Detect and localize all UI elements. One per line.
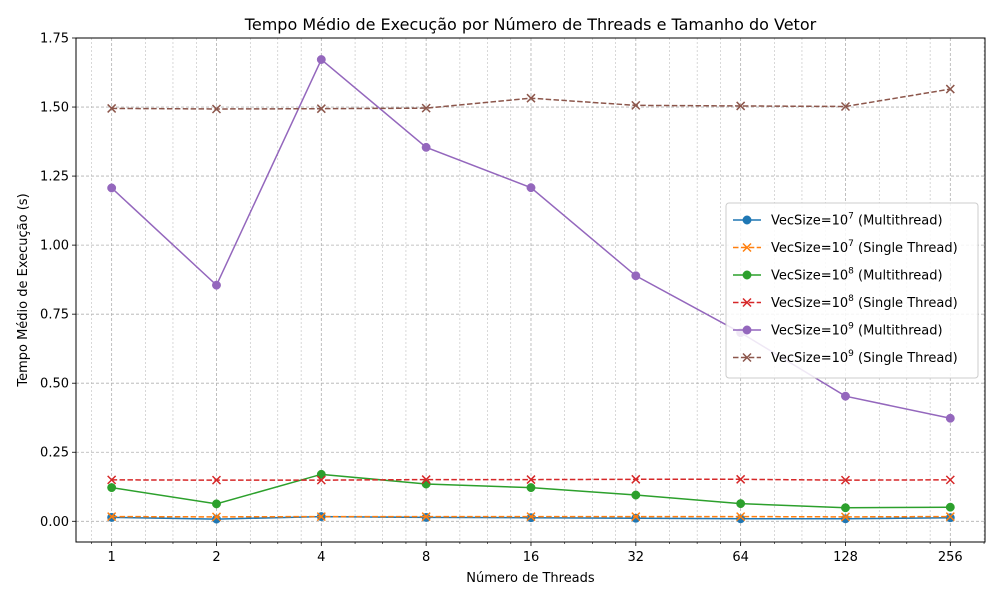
y-tick-label: 1.75 <box>40 32 69 47</box>
y-axis-label: Tempo Médio de Execução (s) <box>16 193 31 387</box>
legend-swatch-marker <box>743 271 751 279</box>
legend-label: VecSize=107 (Single Thread) <box>771 239 958 256</box>
y-tick-label: 1.00 <box>40 239 69 254</box>
series-4 <box>108 475 955 484</box>
data-point <box>317 55 325 63</box>
x-tick-label: 2 <box>212 550 220 565</box>
x-tick-label: 256 <box>938 550 963 565</box>
data-point <box>841 504 849 512</box>
y-tick-label: 0.75 <box>40 308 69 323</box>
data-point <box>527 513 535 521</box>
chart-title: Tempo Médio de Execução por Número de Th… <box>244 15 817 34</box>
data-point <box>107 184 115 192</box>
x-tick-label: 1 <box>108 550 116 565</box>
data-point <box>212 500 220 508</box>
data-point <box>946 476 954 484</box>
x-tick-label: 4 <box>317 550 325 565</box>
x-axis-label: Número de Threads <box>466 571 595 586</box>
x-tick-label: 16 <box>523 550 540 565</box>
legend: VecSize=107 (Multithread) VecSize=107 (Si… <box>726 203 978 378</box>
data-point <box>422 480 430 488</box>
data-point <box>632 491 640 499</box>
data-point <box>632 475 640 483</box>
legend-swatch-marker <box>743 326 751 334</box>
x-tick-label: 8 <box>422 550 430 565</box>
data-point <box>946 513 954 521</box>
data-point <box>107 483 115 491</box>
x-tick-label: 64 <box>732 550 749 565</box>
legend-swatch-marker <box>743 216 751 224</box>
y-tick-label: 1.25 <box>40 170 69 185</box>
data-point <box>212 281 220 289</box>
legend-label: VecSize=107 (Multithread) <box>771 212 943 229</box>
x-tick-label: 32 <box>628 550 645 565</box>
legend-label: VecSize=108 (Multithread) <box>771 267 943 284</box>
legend-label: VecSize=108 (Single Thread) <box>771 294 958 311</box>
y-tick-label: 0.00 <box>40 515 69 530</box>
legend-label: VecSize=109 (Single Thread) <box>771 349 958 366</box>
y-tick-label: 1.50 <box>40 101 69 116</box>
y-tick-label: 0.25 <box>40 446 69 461</box>
data-point <box>632 514 640 522</box>
y-tick-label: 0.50 <box>40 377 69 392</box>
data-point <box>841 392 849 400</box>
legend-label: VecSize=109 (Multithread) <box>771 322 943 339</box>
data-point <box>946 503 954 511</box>
data-point <box>632 272 640 280</box>
data-point <box>946 414 954 422</box>
data-point <box>422 143 430 151</box>
data-point <box>736 499 744 507</box>
x-tick-label: 128 <box>833 550 858 565</box>
data-point <box>527 183 535 191</box>
data-point <box>527 483 535 491</box>
